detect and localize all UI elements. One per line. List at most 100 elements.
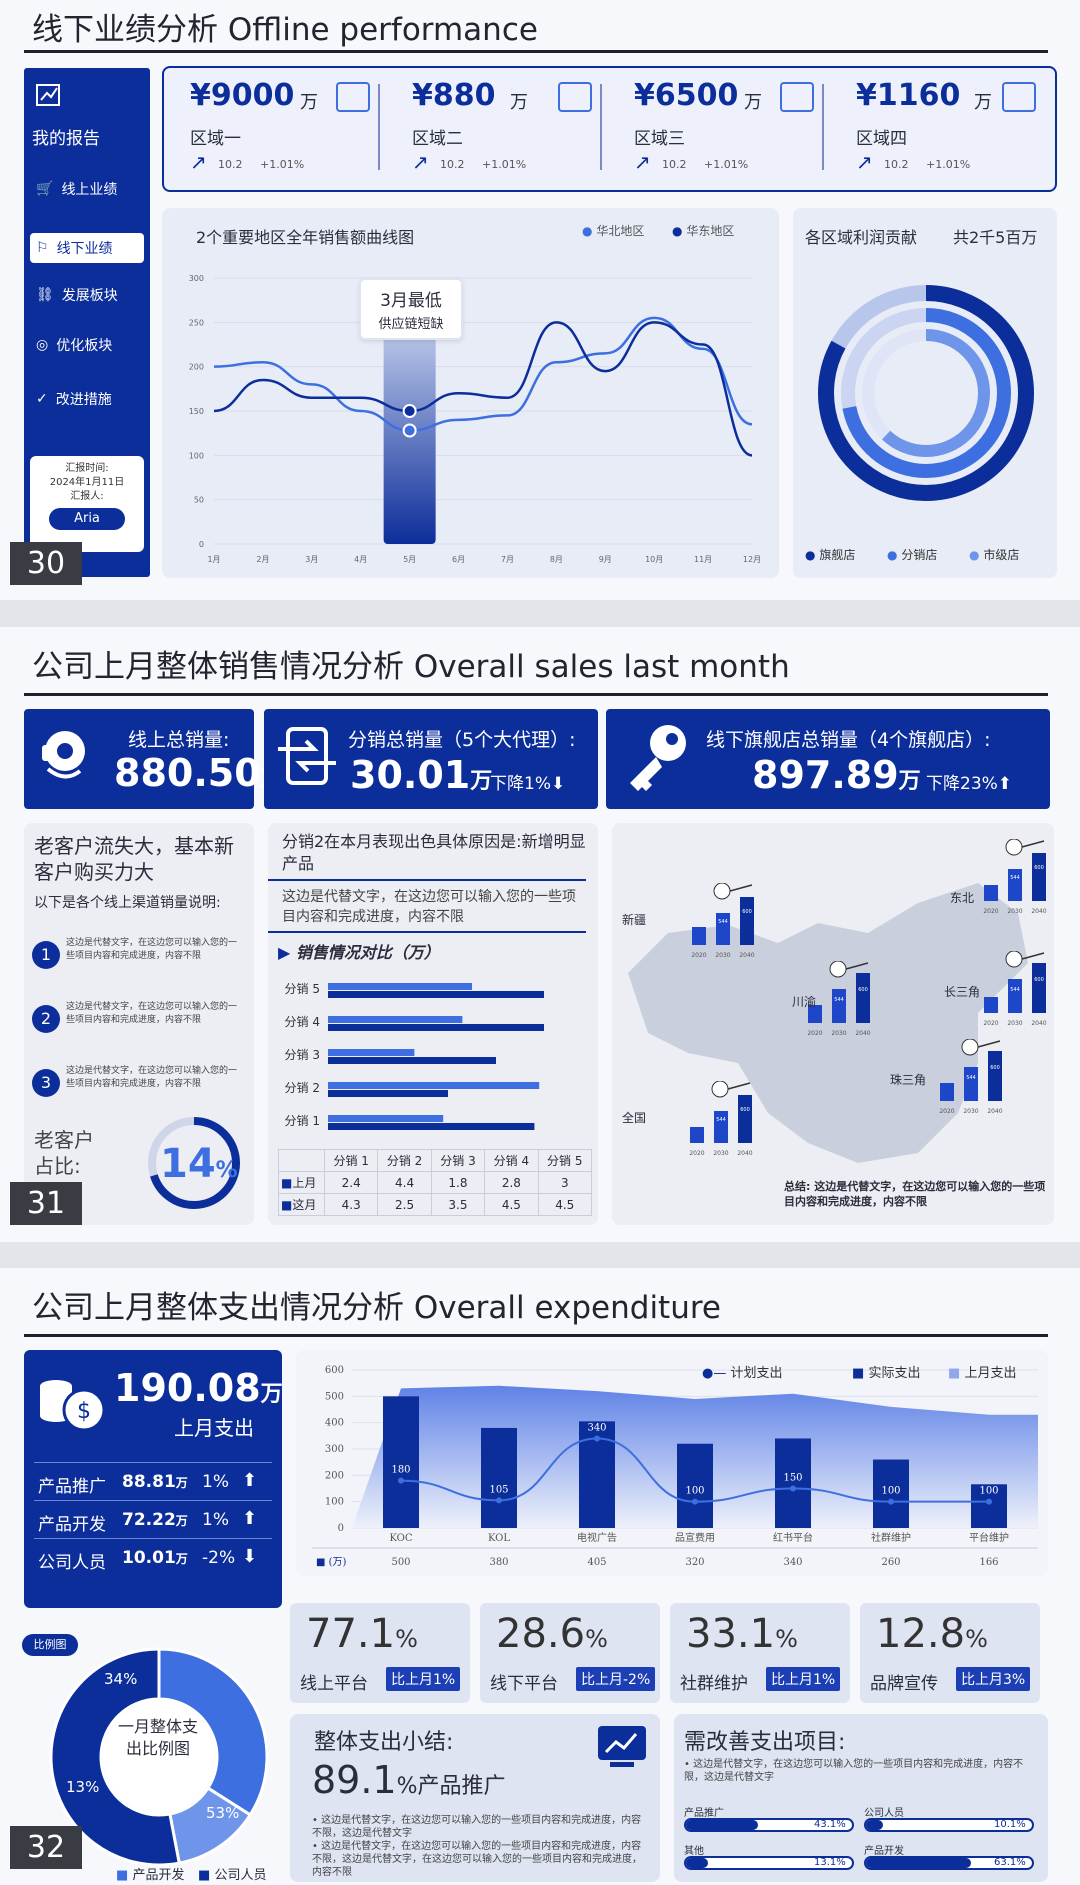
kpi-chip: 比上月1% (766, 1667, 841, 1691)
planned-point (594, 1435, 600, 1442)
stat-online: 线上总销量: 880.50万 (24, 709, 283, 809)
kpi-card: 77.1% 线上平台 比上月1% (290, 1603, 470, 1703)
y-tick-label: 100 (325, 1497, 344, 1508)
x-tick-label: 9月 (599, 555, 612, 564)
sidebar-item-offline[interactable]: ⚐ 线下业绩 (30, 233, 144, 263)
bar-name: 公司人员 (864, 1808, 904, 1819)
improve-panel: 需改善支出项目: • 这边是代替文字，在这边您可以输入您的一些项目内容和完成进度… (674, 1714, 1048, 1882)
kpi-name: 线上平台 (300, 1674, 368, 1694)
legend-dev: ■ 产品开发 (116, 1868, 185, 1883)
mini-bar (808, 1005, 822, 1023)
coin-icon (711, 1081, 729, 1098)
donut-center-label: 一月整体支出比例图 (117, 1717, 198, 1758)
row-value: 88.81万 (122, 1472, 188, 1492)
table-row-cell: 340 (783, 1557, 802, 1568)
bar-value: 600 (1034, 865, 1044, 871)
category-label: 平台维护 (969, 1531, 1009, 1544)
kpi-name: 社群维护 (680, 1674, 748, 1694)
table-head: 分销 3 (430, 1149, 486, 1172)
planned-value: 100 (881, 1486, 900, 1497)
bar-value: 544 (716, 1117, 726, 1123)
kpi-divider (378, 84, 380, 170)
actual-bar (873, 1459, 909, 1528)
title-rule (24, 1334, 1048, 1337)
play-icon: ▶ (278, 943, 291, 962)
bar-value: 544 (966, 1075, 976, 1081)
y-tick-label: 0 (338, 1523, 344, 1534)
year-label: 2020 (983, 908, 998, 915)
expense-chart-panel: 600 500 400 300 200 100 0 KOC KOL 电视广告 品宣费用 红书平台 社群维… (296, 1350, 1048, 1576)
row-name: 公司人员 (38, 1553, 106, 1573)
arrow-up-icon: ⬆ (242, 1470, 258, 1491)
bar-lastmonth (328, 1049, 415, 1056)
legend-staff: ■ 公司人员 (198, 1868, 267, 1883)
donut-title: 各区域利润贡献 (805, 228, 918, 247)
mini-chart: 2020 2030 2040 544 600 (796, 961, 882, 1041)
sidebar-item-development[interactable]: ⛓ 发展板块 (36, 287, 118, 304)
title-rule (24, 693, 1048, 696)
progress-label: 43.1% (814, 1819, 846, 1830)
series-line (213, 321, 753, 457)
sidebar-item-optimize[interactable]: ◎ 优化板块 (36, 337, 113, 354)
puzzle-icon (780, 82, 814, 112)
mini-bar (690, 1127, 704, 1143)
coin-icon (1005, 839, 1023, 856)
sidebar-item-improve[interactable]: ✓ 改进措施 (36, 391, 112, 408)
ratio-value: 14% (160, 1141, 238, 1187)
year-label: 2040 (737, 1150, 752, 1157)
arrow-icon (977, 1040, 1001, 1048)
table-cell: 3 (537, 1171, 593, 1194)
page-number: 31 (10, 1182, 82, 1225)
kpi-card: ¥9000 万区域一 ↗ 10.2 +1.01% (178, 68, 388, 190)
year-label: 2030 (715, 952, 730, 959)
y-tick-label: 500 (325, 1391, 344, 1402)
arrow-down-icon: ⬇ (242, 1546, 258, 1567)
coin-icon (829, 961, 847, 978)
row-pct: -2% (202, 1548, 236, 1568)
slide-title: 线下业绩分析 Offline performance (32, 12, 538, 48)
kpi-value: 33.1% (686, 1611, 798, 1657)
divider (34, 1462, 272, 1463)
legend-huabei: ● 华北地区 (582, 224, 645, 238)
kpi-sub1: 10.2 (662, 158, 687, 171)
x-tick-label: 2月 (256, 555, 269, 564)
report-info-card: 汇报时间: 2024年1月11日 汇报人: Aria (30, 456, 144, 552)
bar-lastmonth (328, 983, 472, 990)
divider (34, 1500, 272, 1501)
bar-value: 544 (1010, 875, 1020, 881)
bar-chart-title: ▶ 销售情况对比（万） (278, 943, 440, 962)
kpi-sub2: +1.01% (926, 158, 971, 171)
x-tick-label: 6月 (452, 555, 465, 564)
slide-title: 公司上月整体销售情况分析 Overall sales last month (32, 649, 790, 685)
progress-track (684, 1856, 854, 1870)
row-pct: 1% (202, 1510, 229, 1530)
summary-panel: 整体支出小结: 89.1%产品推广 • 这边是代替文字，在这边您可以输入您的一些… (290, 1714, 660, 1882)
ratio-tag: 比例图 (22, 1634, 78, 1656)
coin-icon (1005, 951, 1023, 968)
kpi-value: ¥6500 (634, 78, 739, 113)
y-tick-label: 0 (199, 540, 204, 549)
year-label: 2040 (855, 1030, 870, 1037)
bar-value: 600 (742, 909, 752, 915)
legend-huadong: ● 华东地区 (672, 224, 735, 238)
legend-distribution: ● 分销店 (887, 548, 938, 562)
trend-up-icon: ↗ (856, 150, 873, 174)
mini-bar (714, 1111, 728, 1143)
callout: 3月最低 供应链短缺 (359, 278, 463, 340)
sidebar-item-online[interactable]: 🛒 线上业绩 (36, 181, 118, 198)
stat-distribution: 分销总销量（5个大代理）: 30.01万 下降1%⬇ (264, 709, 598, 809)
year-label: 2020 (691, 952, 706, 959)
kpi-unit: 万 (974, 92, 992, 113)
bar-thismonth (328, 991, 544, 998)
title-rule (24, 50, 1048, 53)
mini-bar (738, 1095, 752, 1143)
kpi-unit: 万 (510, 92, 528, 113)
mini-bar (984, 885, 998, 901)
donut-slice (157, 1647, 269, 1817)
progress-fill (686, 1858, 708, 1868)
x-tick-label: 5月 (403, 555, 416, 564)
table-cell: 2.5 (377, 1193, 432, 1216)
line-chart-panel: 2个重要地区全年销售额曲线图 ● 华北地区 ● 华东地区 300 250 200 15… (162, 208, 779, 578)
list-item-text: 这边是代替文字，在这边您可以输入您的一些项目内容和完成进度，内容不限 (66, 1002, 238, 1025)
highlight-bar (383, 298, 436, 544)
